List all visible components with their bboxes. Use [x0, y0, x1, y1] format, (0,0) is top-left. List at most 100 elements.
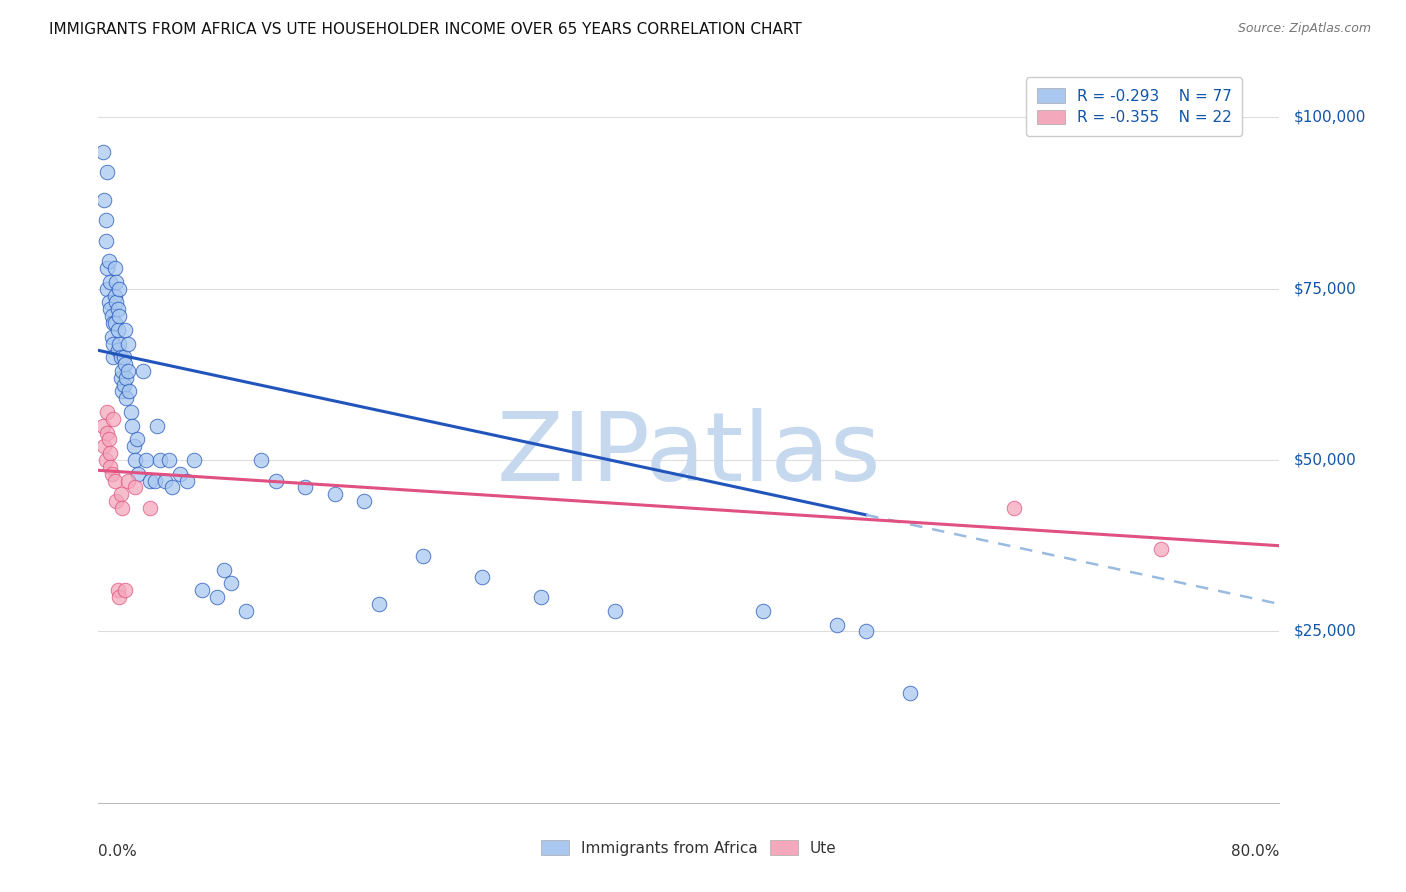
Point — [139, 501, 162, 516]
Point — [105, 275, 128, 289]
Point — [132, 364, 155, 378]
Point — [105, 494, 128, 508]
Point — [108, 282, 131, 296]
Text: 0.0%: 0.0% — [98, 844, 138, 858]
Point — [97, 433, 120, 447]
Point — [235, 604, 257, 618]
Point — [121, 418, 143, 433]
Point — [146, 418, 169, 433]
Point — [105, 295, 128, 310]
Point — [112, 377, 135, 392]
Text: Source: ZipAtlas.com: Source: ZipAtlas.com — [1237, 22, 1371, 36]
Text: ZIPatlas: ZIPatlas — [496, 409, 882, 501]
Point — [107, 343, 129, 358]
Point — [127, 467, 149, 481]
Point — [100, 467, 122, 481]
Point — [855, 624, 877, 639]
Point — [212, 563, 235, 577]
Point — [111, 384, 134, 399]
Point — [104, 316, 127, 330]
Point — [1150, 542, 1173, 557]
Point — [107, 302, 129, 317]
Text: $100,000: $100,000 — [1294, 110, 1365, 125]
Point — [153, 474, 176, 488]
Point — [111, 364, 134, 378]
Point — [100, 309, 122, 323]
Point — [115, 392, 138, 406]
Text: 80.0%: 80.0% — [1232, 844, 1279, 858]
Point — [107, 323, 129, 337]
Point — [118, 384, 141, 399]
Point — [96, 282, 118, 296]
Point — [108, 590, 131, 604]
Text: $25,000: $25,000 — [1294, 624, 1357, 639]
Point — [162, 480, 183, 494]
Point — [205, 590, 228, 604]
Point — [149, 453, 172, 467]
Point — [98, 459, 121, 474]
Point — [471, 569, 494, 583]
Point — [94, 453, 117, 467]
Point — [143, 474, 166, 488]
Point — [96, 405, 118, 419]
Point — [108, 336, 131, 351]
Point — [111, 501, 134, 516]
Point — [114, 357, 136, 371]
Point — [900, 686, 922, 700]
Point — [124, 480, 146, 494]
Point — [114, 583, 136, 598]
Legend: Immigrants from Africa, Ute: Immigrants from Africa, Ute — [536, 834, 842, 862]
Point — [103, 336, 125, 351]
Text: $75,000: $75,000 — [1294, 281, 1357, 296]
Text: IMMIGRANTS FROM AFRICA VS UTE HOUSEHOLDER INCOME OVER 65 YEARS CORRELATION CHART: IMMIGRANTS FROM AFRICA VS UTE HOUSEHOLDE… — [49, 22, 801, 37]
Point — [124, 453, 146, 467]
Point — [98, 275, 121, 289]
Point — [1002, 501, 1025, 516]
Point — [264, 474, 287, 488]
Point — [530, 590, 553, 604]
Point — [91, 418, 114, 433]
Point — [98, 446, 121, 460]
Point — [110, 487, 132, 501]
Point — [825, 617, 848, 632]
Point — [125, 433, 148, 447]
Point — [110, 350, 132, 364]
Point — [139, 474, 162, 488]
Point — [117, 336, 139, 351]
Point — [104, 288, 127, 302]
Point — [122, 439, 145, 453]
Point — [353, 494, 375, 508]
Point — [110, 371, 132, 385]
Point — [114, 323, 136, 337]
Point — [107, 583, 129, 598]
Point — [93, 439, 115, 453]
Point — [176, 474, 198, 488]
Point — [221, 576, 243, 591]
Point — [605, 604, 627, 618]
Point — [250, 453, 273, 467]
Point — [93, 193, 115, 207]
Point — [183, 453, 205, 467]
Point — [368, 597, 391, 611]
Point — [752, 604, 775, 618]
Text: $50,000: $50,000 — [1294, 452, 1357, 467]
Point — [97, 254, 120, 268]
Point — [294, 480, 316, 494]
Point — [91, 145, 114, 159]
Point — [96, 425, 118, 440]
Point — [112, 350, 135, 364]
Point — [117, 474, 139, 488]
Point — [323, 487, 346, 501]
Point — [169, 467, 191, 481]
Point — [96, 165, 118, 179]
Point — [120, 405, 142, 419]
Point — [157, 453, 180, 467]
Point — [135, 453, 157, 467]
Point — [97, 295, 120, 310]
Point — [108, 309, 131, 323]
Point — [103, 316, 125, 330]
Point — [191, 583, 214, 598]
Point — [94, 213, 117, 227]
Point — [115, 371, 138, 385]
Point — [96, 261, 118, 276]
